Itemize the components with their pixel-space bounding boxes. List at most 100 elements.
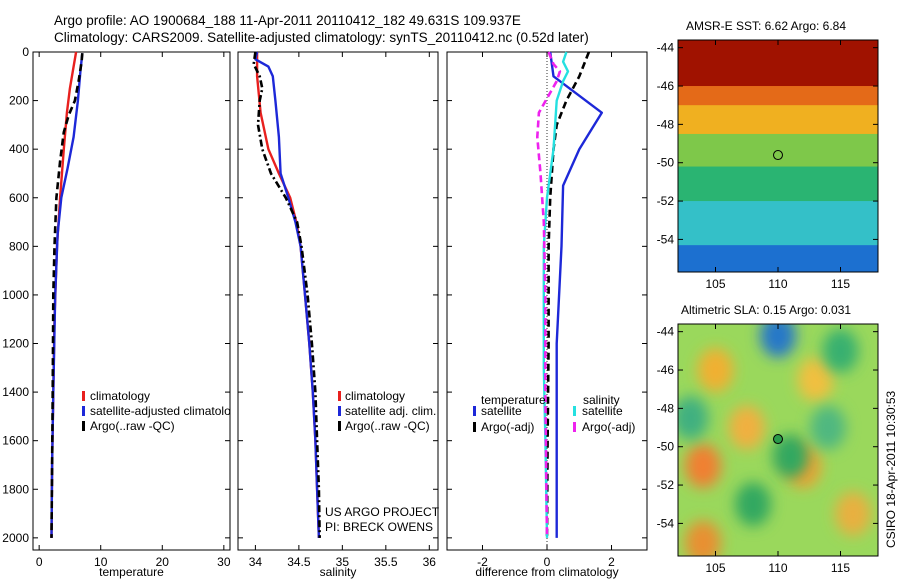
- series-line: [549, 51, 603, 538]
- argo-float-marker: [773, 150, 783, 161]
- x-tick-label: 115: [831, 561, 850, 575]
- sla-anomaly-blob: [835, 491, 871, 536]
- y-tick-label: 1400: [2, 385, 29, 399]
- map-title: AMSR-E SST: 6.62 Argo: 6.84: [686, 19, 846, 33]
- x-axis-label: salinity: [320, 565, 357, 579]
- x-tick-label: 105: [705, 277, 725, 291]
- sst-band: [678, 86, 878, 107]
- legend-swatch: [338, 391, 341, 401]
- y-tick-label: -54: [657, 516, 675, 530]
- x-tick-label: 34.5: [287, 555, 311, 569]
- legend-label: climatology: [90, 389, 150, 403]
- x-tick-label: 110: [768, 277, 787, 291]
- legend-swatch: [338, 421, 341, 431]
- map-field: [678, 324, 878, 556]
- sla-anomaly-blob: [822, 328, 859, 373]
- argo-float-marker: [773, 434, 783, 445]
- y-tick-label: 0: [22, 45, 29, 59]
- sla-anomaly-blob: [697, 348, 734, 393]
- y-tick-label: 1200: [2, 337, 29, 351]
- x-tick-label: 110: [768, 561, 787, 575]
- sst-band: [678, 40, 878, 88]
- sla-anomaly-blob: [772, 434, 809, 479]
- map-field: [678, 40, 878, 272]
- y-tick-label: -52: [657, 194, 675, 208]
- legend-swatch: [573, 422, 576, 432]
- y-tick-label: -46: [657, 363, 675, 377]
- series-line: [535, 51, 562, 538]
- legend-swatch: [473, 422, 476, 432]
- profile-plot-frame: [32, 51, 231, 551]
- sla-anomaly-blob: [678, 395, 709, 440]
- y-tick-label: 1800: [2, 482, 29, 496]
- x-tick-label: 10: [94, 555, 108, 569]
- x-tick-label: 2: [608, 555, 615, 569]
- x-tick-label: 0: [544, 555, 551, 569]
- series-line: [252, 51, 321, 538]
- series-line: [542, 51, 570, 538]
- x-tick-label: 115: [831, 277, 850, 291]
- y-tick-label: 600: [9, 191, 29, 205]
- y-tick-label: -52: [657, 478, 675, 492]
- x-axis-label: temperature: [99, 565, 164, 579]
- legend-label: Argo(..raw -QC): [90, 419, 175, 433]
- legend-swatch: [82, 421, 85, 431]
- legend-label: satellite: [481, 404, 522, 418]
- y-tick-label: -48: [657, 117, 675, 131]
- x-tick-label: 105: [705, 561, 725, 575]
- y-tick-label: -50: [657, 440, 675, 454]
- legend-label: Argo(..raw -QC): [345, 419, 430, 433]
- x-tick-label: 30: [217, 555, 231, 569]
- y-tick-label: 200: [9, 94, 29, 108]
- sla-anomaly-blob: [797, 357, 834, 402]
- sst-band: [678, 105, 878, 135]
- y-tick-label: -48: [657, 401, 675, 415]
- x-tick-label: 0: [36, 555, 43, 569]
- y-tick-label: -50: [657, 156, 675, 170]
- sla-anomaly-blob: [685, 520, 721, 556]
- sla-anomaly-blob: [760, 324, 796, 358]
- legend-swatch: [473, 406, 476, 416]
- y-tick-label: 400: [9, 142, 29, 156]
- sla-anomaly-blob: [810, 405, 846, 450]
- y-tick-label: -46: [657, 79, 675, 93]
- y-tick-label: 2000: [2, 531, 29, 545]
- y-tick-label: 800: [9, 239, 29, 253]
- sst-band: [678, 166, 878, 203]
- profile-plot-frame: [237, 51, 439, 551]
- x-tick-label: -2: [477, 555, 488, 569]
- x-tick-label: 36: [423, 555, 437, 569]
- legend-swatch: [82, 391, 85, 401]
- figure-title-line1: Argo profile: AO 1900684_188 11-Apr-2011…: [54, 13, 521, 28]
- sla-anomaly-blob: [735, 482, 771, 527]
- x-axis-label: difference from climatology: [475, 565, 618, 579]
- series-line: [50, 53, 84, 538]
- legend-title: temperature: [481, 393, 546, 407]
- legend-swatch: [338, 406, 341, 416]
- note-text: PI: BRECK OWENS: [325, 520, 433, 534]
- y-tick-label: 1000: [2, 288, 29, 302]
- sla-anomaly-blob: [685, 443, 721, 488]
- note-text: US ARGO PROJECT: [325, 505, 440, 519]
- x-tick-label: 35: [336, 555, 350, 569]
- sla-anomaly-blob: [728, 405, 765, 450]
- x-tick-label: 35.5: [374, 555, 398, 569]
- legend-label: satellite: [582, 404, 623, 418]
- legend-label: satellite adj. clim.: [345, 404, 436, 418]
- legend-title: salinity: [583, 393, 620, 407]
- y-tick-label: -54: [657, 232, 675, 246]
- y-tick-label: -44: [657, 325, 675, 339]
- figure-title-line2: Climatology: CARS2009. Satellite-adjuste…: [54, 30, 589, 45]
- legend-label: climatology: [345, 389, 405, 403]
- legend-label: Argo(-adj): [481, 420, 534, 434]
- x-tick-label: 20: [156, 555, 170, 569]
- map-title: Altimetric SLA: 0.15 Argo: 0.031: [681, 303, 851, 317]
- sst-band: [678, 201, 878, 247]
- legend-swatch: [82, 406, 85, 416]
- series-line: [545, 51, 591, 538]
- legend-label: satellite-adjusted climatolo: [90, 404, 231, 418]
- legend-label: Argo(-adj): [582, 420, 635, 434]
- legend-swatch: [573, 406, 576, 416]
- x-tick-label: 34: [249, 555, 263, 569]
